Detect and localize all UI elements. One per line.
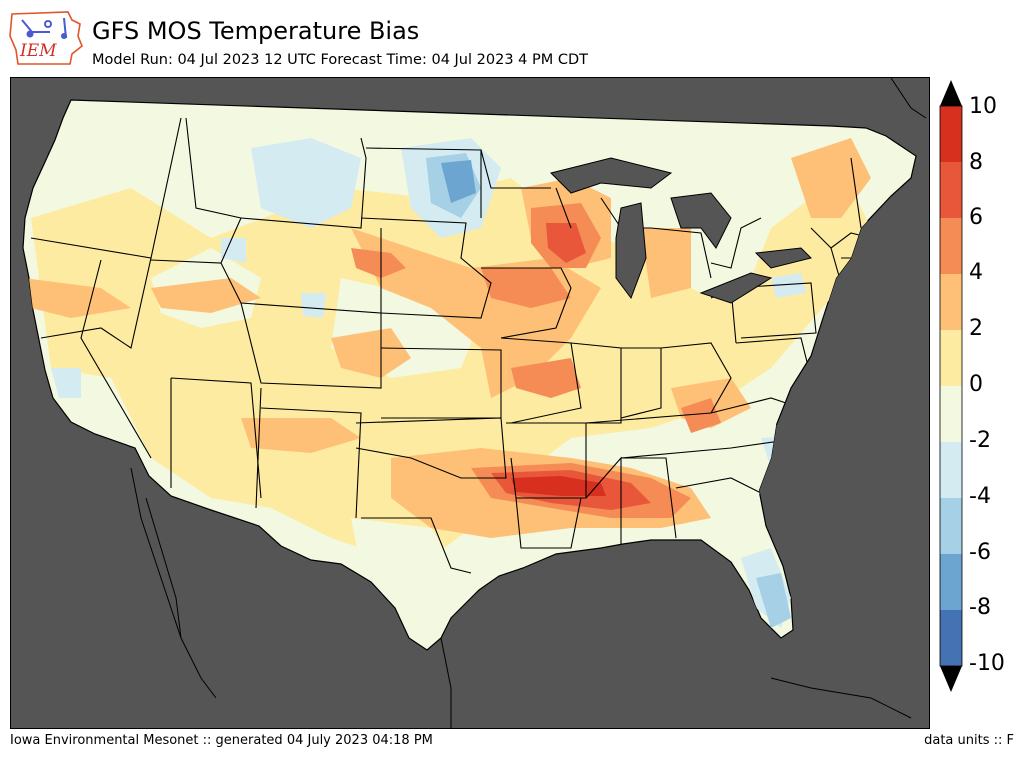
colorbar-label: 4 xyxy=(969,260,983,285)
great-lakes xyxy=(550,157,812,304)
colorbar-band-4-6 xyxy=(940,218,962,274)
logo-text: IEM xyxy=(19,41,57,61)
colorbar-under-triangle xyxy=(940,666,962,692)
colorbar-label: 10 xyxy=(969,94,997,119)
colorbar-label: -2 xyxy=(969,428,991,453)
colorbar-label: -4 xyxy=(969,484,991,509)
state-boundaries xyxy=(30,117,872,574)
neighbor-coastlines xyxy=(130,78,927,728)
colorbar-label: 6 xyxy=(969,205,983,230)
colorbar-band-m6-m4 xyxy=(940,498,962,554)
colorbar-label: -6 xyxy=(969,540,991,565)
page-title: GFS MOS Temperature Bias xyxy=(92,17,420,45)
colorbar-label: -8 xyxy=(969,595,991,620)
bias-contours xyxy=(23,138,871,628)
colorbar-over-triangle xyxy=(940,80,962,106)
iem-logo-iowa-icon: IEM xyxy=(9,11,83,65)
page-subtitle: Model Run: 04 Jul 2023 12 UTC Forecast T… xyxy=(92,52,588,68)
colorbar-label: 0 xyxy=(969,372,983,397)
colorbar-band-8-10 xyxy=(940,106,962,162)
colorbar xyxy=(939,80,963,692)
colorbar-band-m8-m6 xyxy=(940,554,962,610)
colorbar-band-2-4 xyxy=(940,274,962,330)
colorbar-band-m10-m8 xyxy=(940,610,962,666)
bias-map xyxy=(22,78,927,728)
colorbar-band-m4-m2 xyxy=(940,442,962,498)
colorbar-label: 8 xyxy=(969,150,983,175)
map-panel xyxy=(10,77,930,729)
colorbar-label: -10 xyxy=(969,651,1005,676)
footer-credit: Iowa Environmental Mesonet :: generated … xyxy=(10,733,433,748)
colorbar-band-0-2 xyxy=(940,330,962,386)
colorbar-label: 2 xyxy=(969,316,983,341)
footer-units: data units :: F xyxy=(924,733,1014,748)
colorbar-band-m2-0 xyxy=(940,386,962,442)
colorbar-band-6-8 xyxy=(940,162,962,218)
